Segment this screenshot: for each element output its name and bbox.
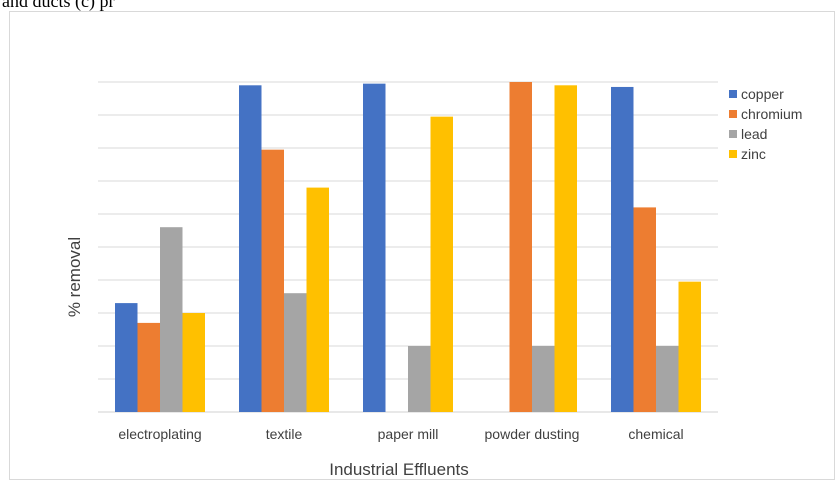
page-text-fragment: and ducts (c) pr: [2, 0, 115, 11]
bar-zinc-textile: [306, 187, 329, 412]
x-tick-label: electroplating: [118, 426, 201, 442]
bar-chart: electroplating textile paper mill powder du…: [65, 81, 802, 479]
x-tick-label: powder dusting: [485, 426, 580, 442]
bar-zinc-paper-mill: [430, 116, 453, 413]
bars: [115, 82, 701, 413]
chart-frame: electroplating textile paper mill powder du…: [9, 11, 835, 480]
x-axis-label: Industrial Effluents: [329, 460, 469, 479]
x-tick-label: paper mill: [378, 426, 439, 442]
bar-chromium-chemical: [633, 207, 656, 412]
legend-label-copper: copper: [741, 86, 784, 102]
bar-lead-textile: [284, 293, 307, 412]
bar-lead-paper-mill: [408, 346, 431, 412]
bar-lead-chemical: [656, 346, 679, 412]
legend-swatch-zinc: [729, 150, 737, 158]
bar-lead-powder-dusting: [532, 346, 555, 412]
bar-chromium-electroplating: [137, 322, 160, 412]
legend-label-lead: lead: [741, 126, 767, 142]
legend-label-zinc: zinc: [741, 146, 766, 162]
x-tick-label: textile: [266, 426, 303, 442]
x-tick-label: chemical: [628, 426, 683, 442]
legend-label-chromium: chromium: [741, 106, 802, 122]
bar-zinc-powder-dusting: [554, 85, 577, 413]
legend-swatch-lead: [729, 130, 737, 138]
legend: copper chromium lead zinc: [729, 86, 802, 162]
bar-copper-electroplating: [115, 303, 138, 412]
bar-chromium-powder-dusting: [509, 82, 532, 412]
legend-swatch-chromium: [729, 110, 737, 118]
legend-swatch-copper: [729, 90, 737, 98]
bar-copper-textile: [239, 85, 262, 413]
x-tick-labels: electroplating textile paper mill powder du…: [118, 426, 683, 442]
bar-zinc-chemical: [678, 281, 701, 412]
bar-lead-electroplating: [160, 227, 183, 412]
bar-zinc-electroplating: [182, 313, 205, 412]
bar-chromium-textile: [261, 149, 284, 412]
bar-copper-paper-mill: [363, 83, 386, 413]
bar-copper-chemical: [611, 86, 634, 412]
y-axis-label: % removal: [65, 237, 84, 317]
